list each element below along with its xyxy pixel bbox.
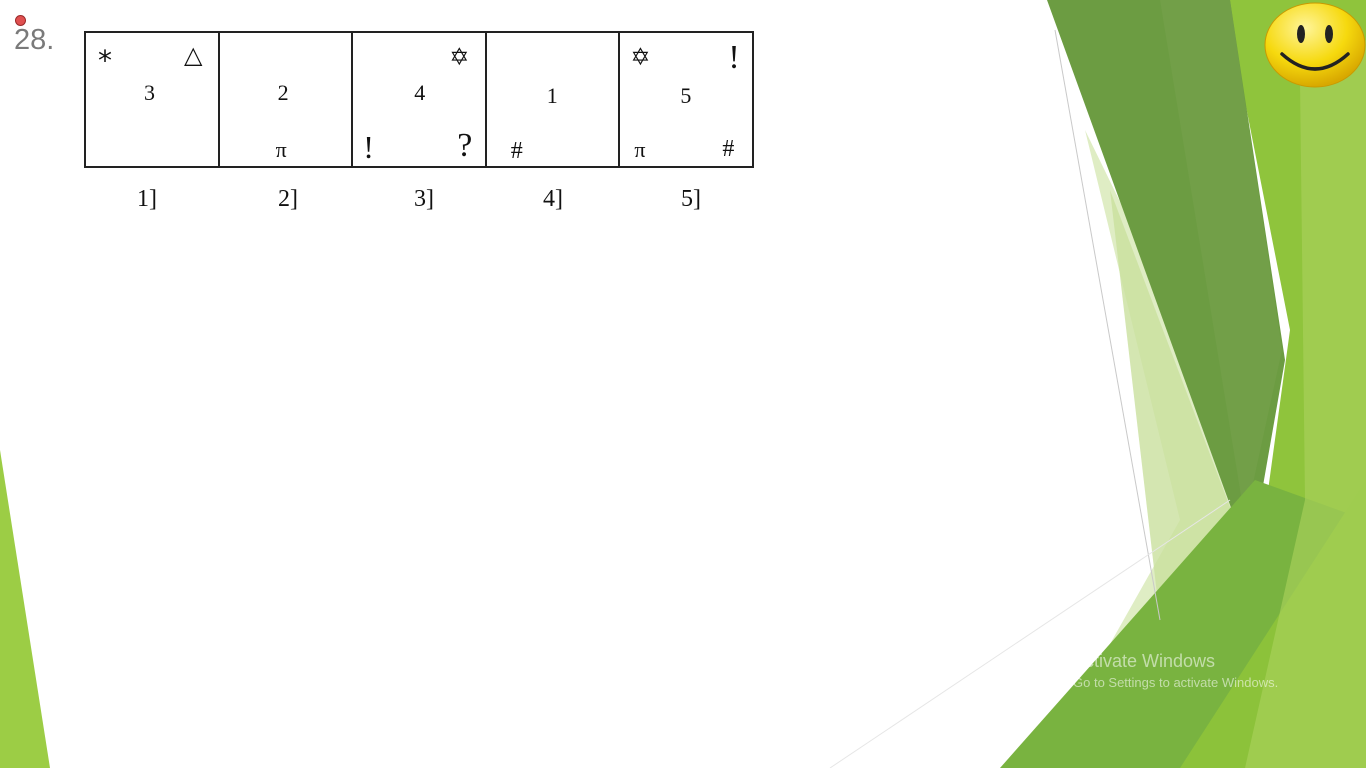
option-label-1: 1]: [137, 186, 157, 212]
figure-box-5: ✡ ! 5 π #: [620, 33, 752, 166]
box-4-number: 1: [546, 83, 558, 108]
figure-series: * △ 3 2 π ✡ 4 ! ? 1 # ✡ ! 5 π #: [84, 31, 754, 168]
figure-box-4: 1 #: [487, 33, 621, 166]
watermark-subtitle: Go to Settings to activate Windows.: [1073, 675, 1279, 690]
recording-dot-icon: [15, 15, 26, 26]
light-stripe: [1245, 40, 1366, 768]
pi-symbol: π: [634, 137, 646, 162]
pale-facet-2: [1110, 190, 1250, 620]
figure-box-1: * △ 3: [86, 33, 220, 166]
figure-box-3: ✡ 4 ! ?: [353, 33, 487, 166]
question-symbol: ?: [457, 127, 473, 164]
star-of-david-symbol: ✡: [449, 43, 470, 71]
smiley-face-icon: [1264, 2, 1366, 88]
option-label-4: 4]: [543, 186, 563, 212]
hash-symbol: #: [722, 136, 735, 162]
option-label-5: 5]: [681, 186, 701, 212]
watermark-title: Activate Windows: [1073, 651, 1216, 671]
question-number: 28.: [14, 24, 55, 56]
pi-symbol: π: [275, 137, 287, 162]
box-5-number: 5: [680, 83, 692, 108]
option-label-3: 3]: [414, 186, 434, 212]
activate-windows-watermark: Activate Windows Go to Settings to activ…: [1073, 651, 1278, 690]
exclamation-symbol: !: [363, 129, 374, 165]
box-2-number: 2: [277, 80, 289, 105]
dark-facet-2: [1160, 0, 1282, 520]
hash-symbol: #: [510, 138, 523, 164]
left-green-sliver: [0, 450, 50, 768]
option-labels: 1] 2] 3] 4] 5]: [84, 186, 754, 216]
box-1-number: 3: [144, 80, 155, 105]
star-of-david-symbol: ✡: [630, 43, 651, 71]
asterisk-symbol: *: [98, 44, 112, 77]
triangle-symbol: △: [184, 41, 203, 69]
box-3-number: 4: [414, 80, 426, 105]
option-label-2: 2]: [278, 186, 298, 212]
exclamation-symbol: !: [728, 39, 740, 76]
figure-box-2: 2 π: [220, 33, 354, 166]
